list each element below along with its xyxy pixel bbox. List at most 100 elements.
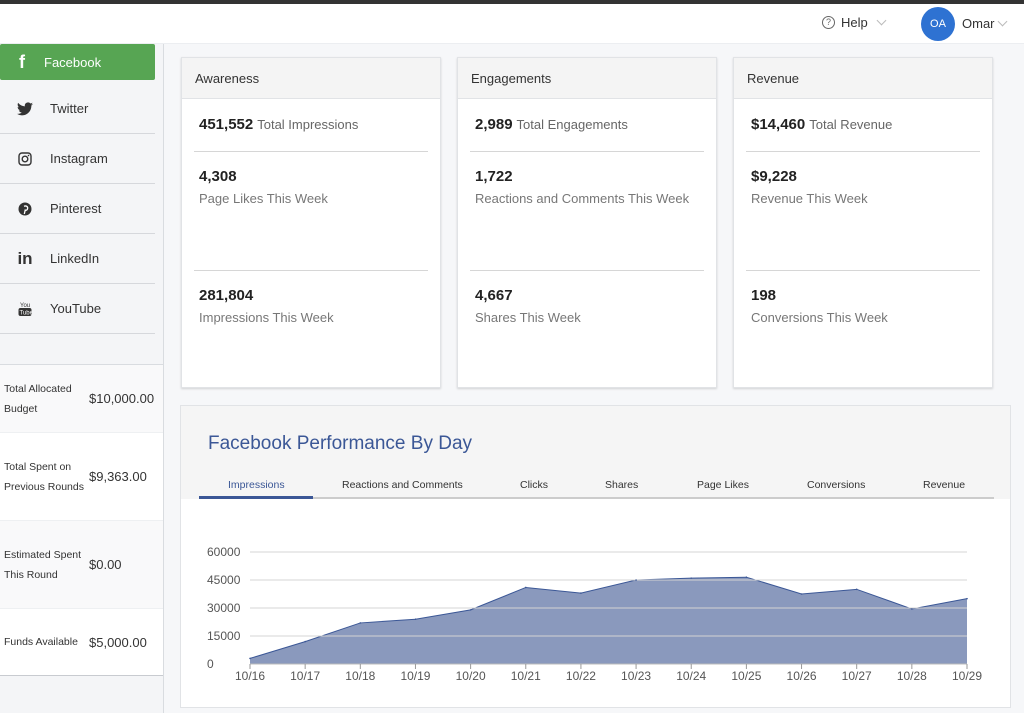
impressions-area-chart: 0 15000 30000 45000 60000 10/16 10/17 10/18 10/1… bbox=[207, 545, 982, 683]
budget-row: Estimated Spent This Round $0.00 bbox=[0, 521, 163, 609]
awareness-card: Awareness 451,552 Total Impressions 4,308… bbox=[181, 57, 441, 388]
sidebar-item-instagram[interactable]: Instagram bbox=[0, 134, 155, 184]
card-total: 451,552 Total Impressions bbox=[182, 99, 440, 151]
pinterest-icon bbox=[0, 202, 50, 216]
tab-shares[interactable]: Shares bbox=[605, 479, 639, 491]
stat-label: Page Likes This Week bbox=[199, 191, 328, 206]
stat-value: 1,722 bbox=[475, 168, 513, 185]
window-top-bar bbox=[0, 0, 1024, 4]
sidebar-item-pinterest[interactable]: Pinterest bbox=[0, 184, 155, 234]
sidebar-item-label: Facebook bbox=[44, 54, 102, 70]
stat-label: Reactions and Comments This Week bbox=[475, 191, 690, 206]
data-point bbox=[745, 576, 748, 578]
facebook-icon: f bbox=[19, 51, 25, 72]
tab-reactions-and-comments[interactable]: Reactions and Comments bbox=[342, 479, 463, 491]
sidebar-item-twitter[interactable]: Twitter bbox=[0, 84, 155, 134]
sidebar-item-label: Pinterest bbox=[50, 201, 102, 216]
x-tick-label: 10/28 bbox=[897, 669, 927, 683]
sidebar-item-youtube[interactable]: You Tube YouTube bbox=[0, 284, 155, 334]
y-tick-label: 15000 bbox=[207, 629, 241, 643]
data-point bbox=[966, 597, 968, 600]
linkedin-icon: in bbox=[17, 248, 33, 268]
divider bbox=[746, 151, 980, 152]
x-tick-label: 10/18 bbox=[345, 669, 375, 683]
y-tick-label: 30000 bbox=[207, 601, 241, 615]
stat-label: Impressions This Week bbox=[199, 310, 334, 325]
budget-row: Total Allocated Budget $10,000.00 bbox=[0, 365, 163, 433]
chevron-down-icon bbox=[876, 15, 887, 26]
avatar[interactable]: OA bbox=[921, 7, 955, 41]
data-point bbox=[800, 593, 803, 595]
tab-impressions[interactable]: Impressions bbox=[228, 479, 285, 491]
help-menu[interactable]: ? Help bbox=[822, 15, 887, 30]
total-label: Total Impressions bbox=[257, 117, 359, 132]
card-title: Awareness bbox=[182, 58, 440, 99]
active-tab-indicator bbox=[199, 496, 313, 499]
stat-value: $9,228 bbox=[751, 168, 797, 185]
tab-revenue[interactable]: Revenue bbox=[923, 479, 966, 491]
tab-page-likes[interactable]: Page Likes bbox=[697, 479, 749, 491]
card-total: 2,989 Total Engagements bbox=[458, 99, 716, 151]
sidebar-item-linkedin[interactable]: in LinkedIn bbox=[0, 234, 155, 284]
y-tick-label: 0 bbox=[207, 657, 214, 671]
stat-value: 281,804 bbox=[199, 287, 254, 304]
user-name: Omar bbox=[962, 16, 995, 31]
x-tick-label: 10/27 bbox=[842, 669, 872, 683]
total-label: Total Revenue bbox=[809, 117, 893, 132]
question-circle-icon: ? bbox=[822, 16, 835, 29]
budget-label: Total Allocated Budget bbox=[4, 382, 72, 415]
stat-label: Shares This Week bbox=[475, 310, 581, 325]
budget-label: Total Spent on Previous Rounds bbox=[4, 460, 84, 493]
stat: 281,804 Impressions This Week bbox=[182, 271, 440, 389]
card-title: Engagements bbox=[458, 58, 716, 99]
metric-tabs: Impressions Reactions and Comments Click… bbox=[199, 474, 994, 499]
impressions-line bbox=[249, 576, 968, 659]
data-point bbox=[469, 609, 472, 611]
stat: 198 Conversions This Week bbox=[734, 271, 992, 389]
help-label: Help bbox=[841, 15, 868, 30]
x-tick-label: 10/20 bbox=[456, 669, 486, 683]
budget-value: $5,000.00 bbox=[89, 634, 147, 650]
x-tick-label: 10/29 bbox=[952, 669, 982, 683]
user-menu[interactable]: Omar bbox=[962, 16, 1007, 31]
divider bbox=[470, 270, 704, 271]
stat-value: 198 bbox=[751, 287, 777, 304]
x-tick-label: 10/22 bbox=[566, 669, 596, 683]
divider bbox=[746, 270, 980, 271]
data-point bbox=[524, 586, 527, 589]
divider bbox=[194, 151, 428, 152]
card-title: Revenue bbox=[734, 58, 992, 99]
x-tick-label: 10/16 bbox=[235, 669, 265, 683]
data-point bbox=[304, 640, 306, 643]
budget-value: $10,000.00 bbox=[89, 391, 155, 406]
y-tick-label: 60000 bbox=[207, 545, 241, 559]
card-total: $14,460 Total Revenue bbox=[734, 99, 992, 151]
data-point bbox=[414, 618, 417, 620]
twitter-icon bbox=[0, 101, 50, 116]
engagements-card: Engagements 2,989 Total Engagements 1,722… bbox=[457, 57, 717, 388]
impressions-area bbox=[250, 577, 967, 664]
total-value: 2,989 bbox=[475, 116, 513, 133]
budget-panel: Total Allocated Budget $10,000.00 Total … bbox=[0, 364, 163, 676]
budget-row: Total Spent on Previous Rounds $9,363.00 bbox=[0, 433, 163, 521]
tab-conversions[interactable]: Conversions bbox=[807, 479, 866, 491]
total-value: $14,460 bbox=[751, 116, 806, 133]
stat-label: Revenue This Week bbox=[751, 191, 868, 206]
stat-label: Conversions This Week bbox=[751, 310, 888, 325]
sidebar-item-label: Twitter bbox=[50, 101, 89, 116]
data-point bbox=[359, 622, 362, 624]
data-point bbox=[580, 592, 582, 594]
sidebar-item-label: YouTube bbox=[50, 301, 102, 316]
x-tick-label: 10/19 bbox=[400, 669, 430, 683]
sidebar-item-facebook[interactable]: f Facebook bbox=[0, 44, 155, 80]
x-tick-label: 10/25 bbox=[731, 669, 761, 683]
budget-row: Funds Available $5,000.00 bbox=[0, 609, 163, 675]
sidebar-item-label: Instagram bbox=[50, 151, 108, 166]
svg-text:Tube: Tube bbox=[20, 310, 33, 316]
stat: 1,722 Reactions and Comments This Week bbox=[458, 152, 716, 270]
budget-value: $9,363.00 bbox=[89, 469, 147, 484]
youtube-icon: You Tube bbox=[0, 301, 50, 317]
chevron-down-icon bbox=[997, 16, 1007, 27]
y-tick-label: 45000 bbox=[207, 573, 241, 587]
tab-clicks[interactable]: Clicks bbox=[520, 479, 548, 491]
